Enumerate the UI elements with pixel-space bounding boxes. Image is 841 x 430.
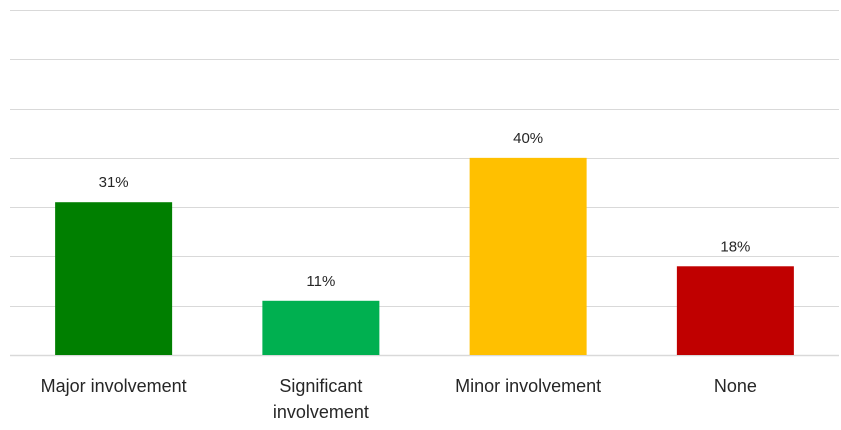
bar-none (676, 266, 794, 355)
category-label: None (714, 376, 757, 396)
data-label: 31% (99, 174, 129, 191)
category-label-line: Minor involvement (455, 376, 601, 396)
data-label: 11% (306, 273, 335, 290)
bars (55, 157, 794, 355)
data-label: 40% (513, 130, 543, 147)
data-labels: 31% 11% 40% 18% (99, 130, 751, 290)
data-label: 18% (720, 238, 750, 255)
category-label-line: Significant (279, 376, 362, 396)
category-label-line: None (714, 376, 757, 396)
category-label: Minor involvement (455, 376, 601, 396)
category-label-line: Major involvement (41, 376, 187, 396)
bar-minor-involvement (469, 157, 587, 355)
category-label: Significant involvement (273, 376, 369, 422)
bar-major-involvement (55, 202, 173, 355)
bar-significant-involvement (262, 300, 380, 355)
category-label-line: involvement (273, 402, 369, 422)
category-label: Major involvement (41, 376, 187, 396)
category-labels: Major involvement Significant involvement M… (41, 376, 757, 422)
